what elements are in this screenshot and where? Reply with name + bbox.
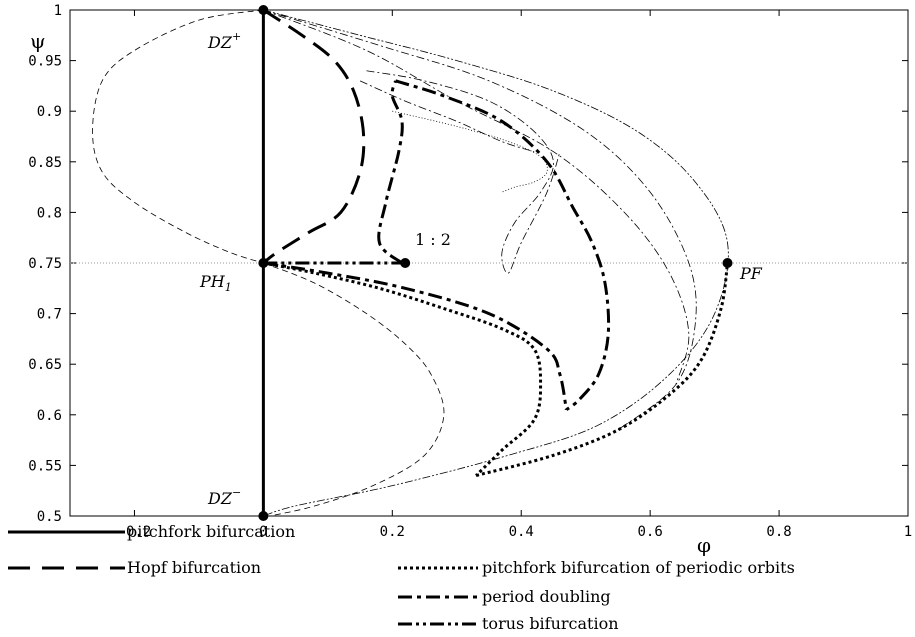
point-pf: [722, 258, 733, 268]
plot-frame: [69, 9, 909, 517]
curve-dotted-8: [263, 261, 543, 477]
x-tick-label: -0.2: [118, 524, 152, 540]
x-tick-label: 0: [259, 524, 267, 540]
curve-dashdotdot-thin-10: [263, 9, 729, 517]
annotation-dz-minus: DZ−: [207, 486, 241, 508]
y-axis-label: ψ: [30, 29, 46, 53]
curve-dashdot-7: [395, 79, 611, 411]
curve-dashdot-5: [263, 261, 568, 411]
legend-label-hopf: Hopf bifurcation: [127, 558, 261, 577]
axis-ticks: -0.2 0 0.2 0.4 0.6 0.8 1 0.5 0.55 0.6 0.65 0.7 0.75 0…: [28, 3, 912, 540]
legend-label-pitchfork: pitchfork bifurcation: [127, 522, 295, 541]
y-tick-label: 0.65: [28, 357, 62, 373]
y-tick-label: 0.95: [28, 54, 62, 70]
legend-label-torus: torus bifurcation: [482, 614, 619, 633]
curves-group: [92, 8, 729, 517]
curve-dashdot-thin-12: [263, 9, 690, 385]
y-tick-label: 0.55: [28, 458, 62, 474]
annotation-ph1: PH1: [199, 272, 232, 294]
annotation-ph1-sub: 1: [225, 281, 232, 294]
y-tick-label: 0.75: [28, 256, 62, 272]
point-12: [400, 258, 411, 268]
annotation-dz-plus-text: DZ: [207, 33, 233, 52]
y-tick-label: 0.8: [37, 205, 62, 221]
x-axis-label: φ: [697, 533, 711, 557]
annotation-ph1-text: PH: [199, 272, 226, 291]
x-tick-label: 1: [904, 524, 912, 540]
y-tick-label: 0.85: [28, 155, 62, 171]
x-tick-label: 0.2: [380, 524, 405, 540]
annotation-resonance: 1 : 2: [415, 230, 451, 249]
curve-dashdot-thin-13: [366, 70, 561, 274]
point-dz: [258, 511, 269, 521]
annotation-dz-plus: DZ+: [207, 30, 241, 52]
curve-dashdot-thin-15: [359, 80, 535, 153]
curve-dashed-thin-3: [263, 262, 445, 517]
y-tick-label: 0.5: [37, 509, 62, 525]
curve-dotted-thin-14: [392, 110, 548, 193]
y-tick-label: 1: [54, 3, 62, 19]
y-tick-label: 0.7: [37, 307, 62, 323]
legend: pitchfork bifurcation Hopf bifurcation p…: [8, 522, 795, 633]
curve-dashed-thin-2: [92, 9, 264, 264]
x-tick-label: 0.6: [638, 524, 663, 540]
x-tick-label: 0.8: [766, 524, 791, 540]
y-tick-label: 0.9: [37, 104, 62, 120]
point-dz: [258, 5, 269, 15]
curve-dotted-9: [475, 262, 729, 477]
annotation-dz-plus-sup: +: [232, 30, 241, 43]
y-tick-label: 0.6: [37, 408, 62, 424]
curve-dashed-thick-1: [262, 8, 366, 265]
annotation-dz-minus-sup: −: [232, 486, 241, 499]
legend-label-pitchfork-periodic: pitchfork bifurcation of periodic orbits: [482, 558, 795, 577]
x-tick-label: 0.4: [509, 524, 534, 540]
legend-label-period-doubling: period doubling: [482, 587, 611, 606]
curve-dashdot-thin-11: [263, 9, 697, 431]
annotation-dz-minus-text: DZ: [207, 489, 233, 508]
points-group: [258, 5, 733, 521]
point-ph1: [258, 258, 269, 268]
annotation-pf: PF: [739, 264, 763, 283]
curve-dashdot-6: [377, 80, 404, 265]
